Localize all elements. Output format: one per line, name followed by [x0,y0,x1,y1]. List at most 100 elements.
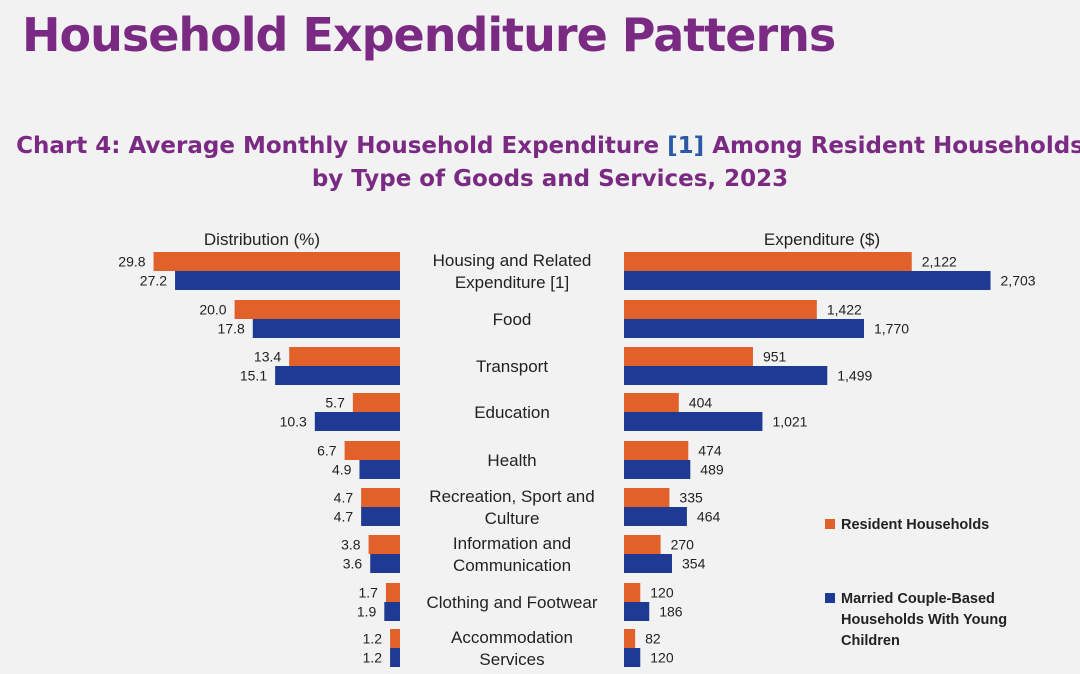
dist-bar-food-s2 [252,319,400,338]
dist-value-clothing-and-footwear-s1: 1.7 [358,585,378,601]
distribution-panel-title: Distribution (%) [204,230,320,249]
exp-value-education-s2: 1,021 [772,414,807,430]
exp-bar-recreation-sport-and-culture-s1 [624,488,670,507]
dist-bar-accommodation-services-s2 [390,648,400,667]
category-label-housing-and-related-expenditure-1-line1: Housing and Related [433,251,592,270]
exp-bar-food-s2 [624,319,865,338]
dist-bar-transport-s1 [289,347,400,366]
dist-bar-recreation-sport-and-culture-s1 [361,488,400,507]
category-label-transport: Transport [476,357,548,376]
dist-value-information-and-communication-s2: 3.6 [343,556,363,572]
expenditure-panel-title: Expenditure ($) [764,230,880,249]
exp-value-health-s1: 474 [698,443,722,459]
dist-value-information-and-communication-s1: 3.8 [341,537,361,553]
chart-title-line2: by Type of Goods and Services, 2023 [311,166,789,192]
dist-value-health-s2: 4.9 [332,462,352,478]
exp-bar-accommodation-services-s2 [624,648,641,667]
exp-value-clothing-and-footwear-s2: 186 [659,604,683,620]
category-label-education: Education [474,403,550,422]
page-title: Household Expenditure Patterns [22,8,836,62]
dist-bar-recreation-sport-and-culture-s2 [361,507,400,526]
category-label-clothing-and-footwear: Clothing and Footwear [426,593,597,612]
category-label-accommodation-services-line2: Services [479,650,544,669]
category-labels: Housing and Related Expenditure [1] Food Tr… [426,251,597,669]
dist-value-accommodation-services-s2: 1.2 [363,650,383,666]
dist-bar-housing-and-related-expenditure-1-s2 [175,271,400,290]
dist-value-education-s1: 5.7 [325,395,345,411]
exp-value-information-and-communication-s2: 354 [682,556,706,572]
chart-title-footnote-ref: [1] [667,133,705,159]
exp-bar-housing-and-related-expenditure-1-s2 [624,271,991,290]
exp-bar-clothing-and-footwear-s1 [624,583,641,602]
dist-value-food-s2: 17.8 [218,321,245,337]
dist-value-recreation-sport-and-culture-s1: 4.7 [334,490,354,506]
exp-value-information-and-communication-s1: 270 [671,537,695,553]
exp-bar-clothing-and-footwear-s2 [624,602,650,621]
chart-title-line1-b: Among Resident Households [704,133,1080,159]
chart-title: Chart 4: Average Monthly Household Expen… [0,130,1080,196]
dist-bar-information-and-communication-s1 [368,535,400,554]
dist-value-health-s1: 6.7 [317,443,337,459]
category-label-information-and-communication-line1: Information and [453,534,571,553]
legend-label-resident: Resident Households [841,517,989,533]
legend-label-married-line3: Children [841,633,900,649]
exp-value-housing-and-related-expenditure-1-s2: 2,703 [1001,273,1036,289]
dist-bar-accommodation-services-s1 [390,629,400,648]
dist-value-housing-and-related-expenditure-1-s2: 27.2 [140,273,167,289]
dist-bar-housing-and-related-expenditure-1-s1 [153,252,400,271]
category-label-housing-and-related-expenditure-1-line2: Expenditure [1] [455,273,569,292]
exp-bar-information-and-communication-s2 [624,554,673,573]
dist-value-transport-s2: 15.1 [240,368,267,384]
exp-bar-transport-s2 [624,366,828,385]
exp-value-recreation-sport-and-culture-s2: 464 [697,509,721,525]
category-label-health: Health [487,451,536,470]
legend: Resident Households Married Couple-Based H… [825,517,1007,649]
exp-value-recreation-sport-and-culture-s1: 335 [679,490,703,506]
dist-bar-health-s2 [359,460,400,479]
exp-value-food-s1: 1,422 [827,302,862,318]
dist-value-accommodation-services-s1: 1.2 [363,631,383,647]
exp-value-accommodation-services-s2: 120 [650,650,674,666]
legend-swatch-resident [825,519,835,529]
dist-value-food-s1: 20.0 [199,302,226,318]
exp-bar-housing-and-related-expenditure-1-s1 [624,252,912,271]
exp-bar-food-s1 [624,300,817,319]
exp-value-transport-s1: 951 [763,349,787,365]
exp-value-clothing-and-footwear-s1: 120 [650,585,674,601]
dist-value-education-s2: 10.3 [280,414,307,430]
legend-label-married-line2: Households With Young [841,612,1007,628]
exp-bar-recreation-sport-and-culture-s2 [624,507,687,526]
category-label-food: Food [493,310,532,329]
exp-bar-health-s1 [624,441,689,460]
dist-bar-health-s1 [344,441,400,460]
exp-bar-transport-s1 [624,347,753,366]
dist-bar-education-s2 [314,412,400,431]
legend-swatch-married [825,593,835,603]
dist-bar-education-s1 [352,393,400,412]
category-label-accommodation-services-line1: Accommodation [451,628,573,647]
dist-value-recreation-sport-and-culture-s2: 4.7 [334,509,354,525]
exp-value-food-s2: 1,770 [874,321,909,337]
dist-value-transport-s1: 13.4 [254,349,281,365]
exp-bar-information-and-communication-s1 [624,535,661,554]
dist-bar-transport-s2 [275,366,400,385]
dist-value-housing-and-related-expenditure-1-s1: 29.8 [118,254,145,270]
category-label-recreation-sport-and-culture-line1: Recreation, Sport and [429,487,594,506]
exp-value-education-s1: 404 [689,395,713,411]
exp-value-housing-and-related-expenditure-1-s1: 2,122 [922,254,957,270]
exp-value-health-s2: 489 [700,462,724,478]
legend-label-married-line1: Married Couple-Based [841,591,995,607]
exp-value-accommodation-services-s1: 82 [645,631,661,647]
exp-bar-education-s1 [624,393,679,412]
bars-layer: 29.8 2,122 27.2 2,703 20.0 1,422 17.8 1,770 13.4… [118,252,1036,667]
category-label-recreation-sport-and-culture-line2: Culture [485,509,540,528]
exp-value-transport-s2: 1,499 [837,368,872,384]
exp-bar-accommodation-services-s1 [624,629,636,648]
exp-bar-education-s2 [624,412,763,431]
dist-bar-clothing-and-footwear-s1 [385,583,400,602]
dist-bar-information-and-communication-s2 [370,554,400,573]
dist-bar-food-s1 [234,300,400,319]
category-label-information-and-communication-line2: Communication [453,556,571,575]
dist-value-clothing-and-footwear-s2: 1.9 [357,604,377,620]
